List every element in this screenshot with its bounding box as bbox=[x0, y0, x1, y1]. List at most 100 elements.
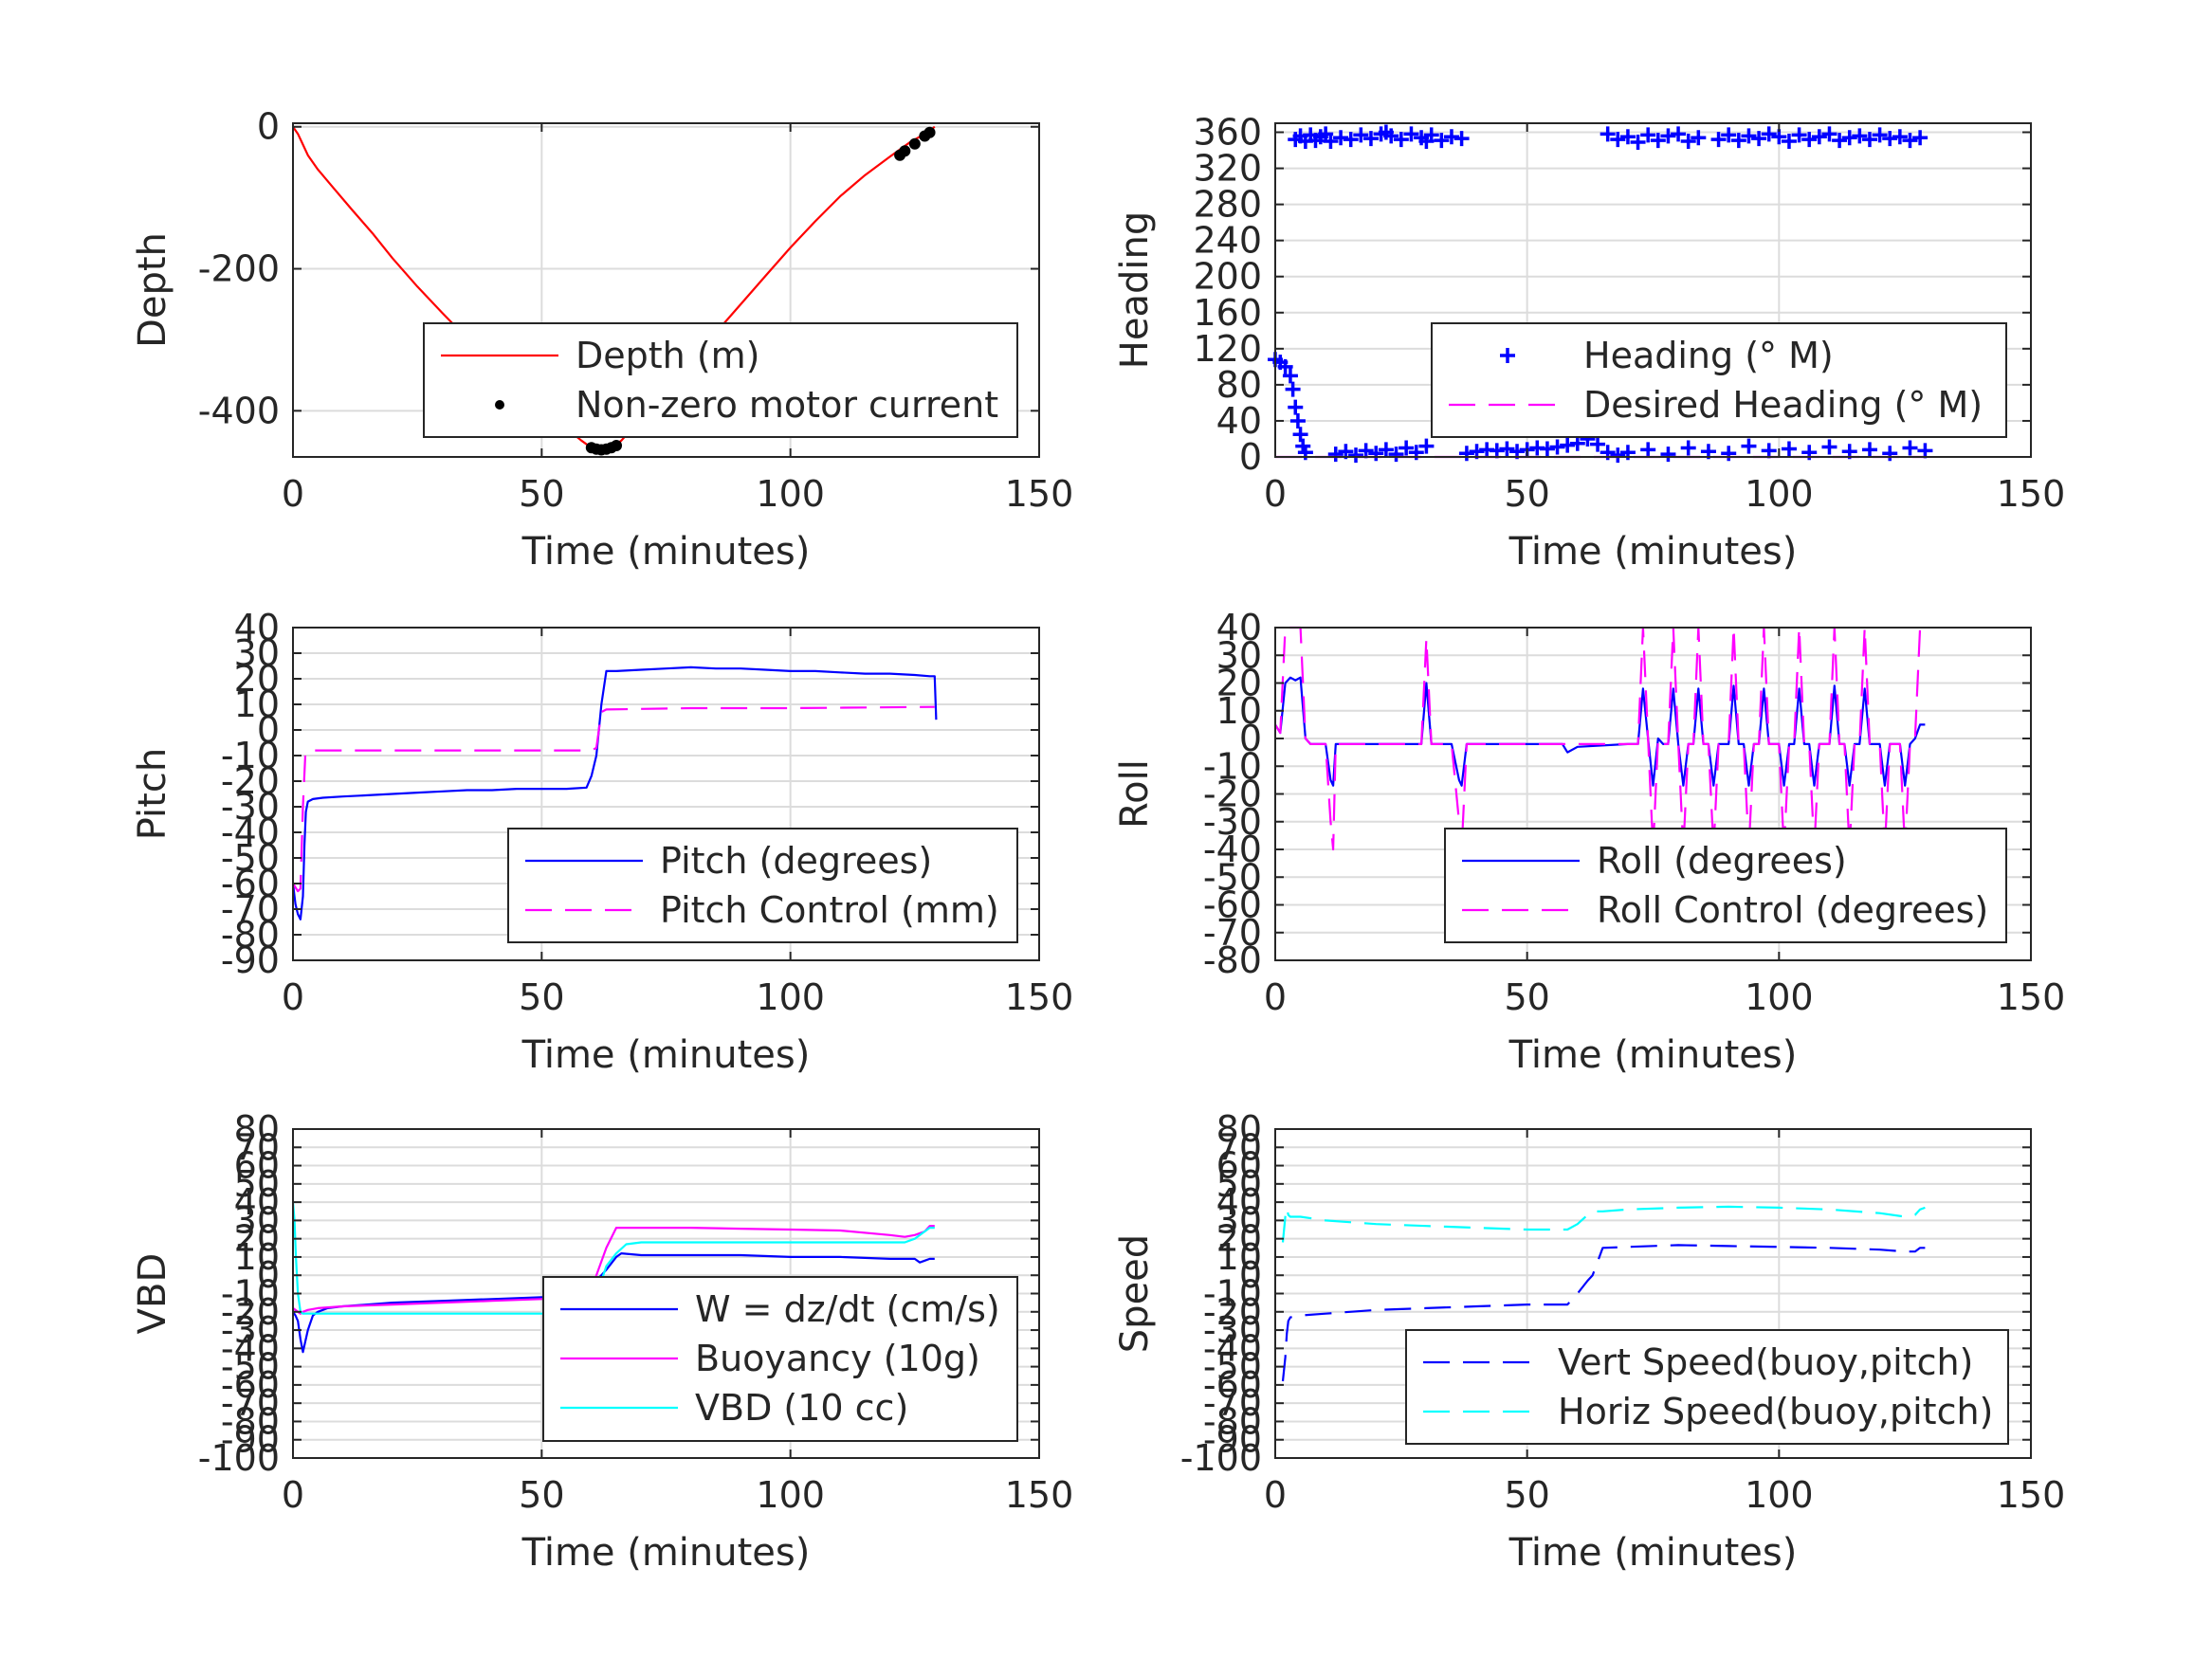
y-tick-label: -30 bbox=[1203, 801, 1262, 843]
y-tick-label: 40 bbox=[234, 1181, 280, 1223]
y-tick-label: -50 bbox=[221, 1346, 280, 1388]
series-line bbox=[1281, 1244, 1926, 1382]
y-tick-label: 20 bbox=[1216, 1218, 1262, 1260]
y-tick-label: 0 bbox=[1239, 436, 1262, 478]
x-tick-label: 100 bbox=[1745, 976, 1814, 1018]
y-tick-label: -20 bbox=[1203, 1291, 1262, 1333]
y-tick-label: -80 bbox=[221, 1400, 280, 1442]
data-point bbox=[1882, 446, 1898, 462]
x-axis-label: Time (minutes) bbox=[521, 1033, 811, 1077]
series-heading-m bbox=[1268, 124, 1933, 464]
data-point bbox=[1832, 133, 1848, 149]
data-point bbox=[1852, 128, 1868, 144]
data-point bbox=[1289, 412, 1306, 428]
series-pitch-degrees bbox=[291, 665, 938, 921]
y-tick-label: -90 bbox=[1203, 1419, 1262, 1461]
legend-label: Vert Speed(buoy,pitch) bbox=[1558, 1341, 1973, 1383]
y-tick-label: 40 bbox=[1216, 400, 1262, 442]
y-tick-label: -20 bbox=[221, 1291, 280, 1333]
data-point bbox=[1590, 436, 1606, 452]
y-tick-label: 160 bbox=[1193, 292, 1262, 334]
y-axis-label: Heading bbox=[1113, 211, 1157, 369]
y-tick-label: 80 bbox=[234, 1108, 280, 1150]
data-point bbox=[1378, 442, 1394, 458]
series-non-zero-motor-current bbox=[585, 126, 936, 456]
data-point bbox=[1610, 447, 1626, 464]
y-tick-label: -40 bbox=[221, 811, 280, 853]
y-tick-label: 30 bbox=[1216, 1199, 1262, 1241]
axes-box bbox=[292, 122, 1040, 458]
legend-label: VBD (10 cc) bbox=[695, 1387, 908, 1429]
x-tick-label: 100 bbox=[756, 976, 825, 1018]
y-tick-label: 200 bbox=[1193, 256, 1262, 298]
x-axis-label: Time (minutes) bbox=[521, 1531, 811, 1575]
y-tick-label: 50 bbox=[234, 1163, 280, 1205]
y-tick-label: 80 bbox=[1216, 364, 1262, 406]
data-point bbox=[1630, 134, 1646, 150]
data-point bbox=[1353, 127, 1369, 143]
y-tick-label: -90 bbox=[221, 939, 280, 981]
legend-entry: Roll Control (degrees) bbox=[1462, 889, 1988, 931]
data-point bbox=[1841, 130, 1857, 146]
x-tick-label: 150 bbox=[1997, 976, 2066, 1018]
series-vert-speed-buoy-pitch bbox=[1281, 1244, 1926, 1382]
data-point bbox=[1282, 368, 1298, 384]
series-line bbox=[1274, 626, 1926, 851]
legend-label: Pitch (degrees) bbox=[660, 840, 932, 882]
data-point bbox=[1489, 443, 1505, 459]
x-axis-label: Time (minutes) bbox=[1508, 1033, 1798, 1077]
y-tick-label: 60 bbox=[1216, 1145, 1262, 1187]
x-tick-label: 150 bbox=[1005, 976, 1074, 1018]
legend-label: Heading (° M) bbox=[1583, 335, 1834, 376]
legend-entry: Non-zero motor current bbox=[495, 384, 998, 426]
panel-pitch: 0 50 100 150403020100-10-20-30-40-50-60-70-… bbox=[131, 607, 1073, 1077]
x-tick-label: 0 bbox=[1264, 473, 1287, 515]
x-tick-label: 100 bbox=[1745, 473, 1814, 515]
y-tick-label: -30 bbox=[221, 786, 280, 828]
data-point bbox=[1610, 132, 1626, 148]
y-tick-label: 80 bbox=[1216, 1108, 1262, 1150]
data-point bbox=[1423, 127, 1439, 143]
y-tick-label: -90 bbox=[221, 1419, 280, 1461]
y-axis-label: Speed bbox=[1113, 1234, 1157, 1353]
data-point bbox=[1801, 132, 1818, 148]
data-point bbox=[1650, 133, 1666, 149]
y-tick-label: -30 bbox=[1203, 1309, 1262, 1351]
data-point bbox=[923, 126, 936, 138]
y-axis-label: Depth bbox=[131, 232, 174, 348]
y-tick-label: -80 bbox=[221, 914, 280, 956]
legend: Vert Speed(buoy,pitch) Horiz Speed(buoy,p… bbox=[1405, 1329, 2009, 1445]
data-point bbox=[1388, 447, 1404, 463]
series-pitch-control-mm bbox=[292, 705, 935, 893]
data-point bbox=[1640, 127, 1656, 143]
data-point bbox=[1348, 447, 1364, 464]
y-tick-label: 10 bbox=[1216, 690, 1262, 732]
legend-label: Roll Control (degrees) bbox=[1597, 889, 1988, 931]
data-point bbox=[1730, 133, 1746, 149]
data-point bbox=[1741, 128, 1757, 144]
data-point bbox=[1751, 131, 1767, 147]
y-tick-label: 30 bbox=[234, 632, 280, 674]
data-point bbox=[1323, 134, 1339, 150]
y-tick-label: 30 bbox=[234, 1199, 280, 1241]
x-tick-label: 100 bbox=[756, 1474, 825, 1516]
panel-depth: 0 50 100 150 0 -200 -400 Time (minutes) Depth Dep… bbox=[131, 106, 1073, 574]
series-horiz-speed-buoy-pitch bbox=[1281, 1205, 1926, 1243]
data-point bbox=[1288, 399, 1304, 415]
y-tick-label: -40 bbox=[1203, 1327, 1262, 1369]
x-tick-label: 100 bbox=[756, 473, 825, 515]
y-tick-label: -60 bbox=[1203, 884, 1262, 926]
y-tick-label: 0 bbox=[257, 1254, 280, 1296]
x-tick-label: 0 bbox=[282, 1474, 304, 1516]
data-point bbox=[1277, 358, 1293, 374]
y-axis-label: Roll bbox=[1113, 759, 1157, 829]
y-tick-label: -60 bbox=[221, 863, 280, 904]
y-tick-label: 280 bbox=[1193, 184, 1262, 226]
y-tick-label: 10 bbox=[234, 1236, 280, 1278]
data-point bbox=[1902, 440, 1918, 456]
data-point bbox=[1418, 438, 1435, 454]
y-tick-label: -70 bbox=[221, 1382, 280, 1424]
y-tick-label: -70 bbox=[1203, 1382, 1262, 1424]
y-tick-label: 30 bbox=[1216, 634, 1262, 676]
